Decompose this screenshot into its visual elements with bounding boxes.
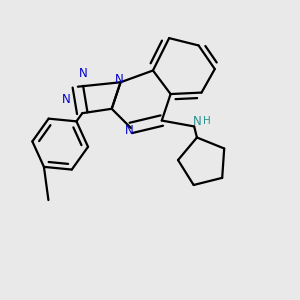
Text: N: N xyxy=(115,73,124,86)
Text: H: H xyxy=(203,116,210,126)
Text: N: N xyxy=(193,115,202,128)
Text: N: N xyxy=(80,67,88,80)
Text: N: N xyxy=(125,124,134,137)
Text: N: N xyxy=(62,93,70,106)
